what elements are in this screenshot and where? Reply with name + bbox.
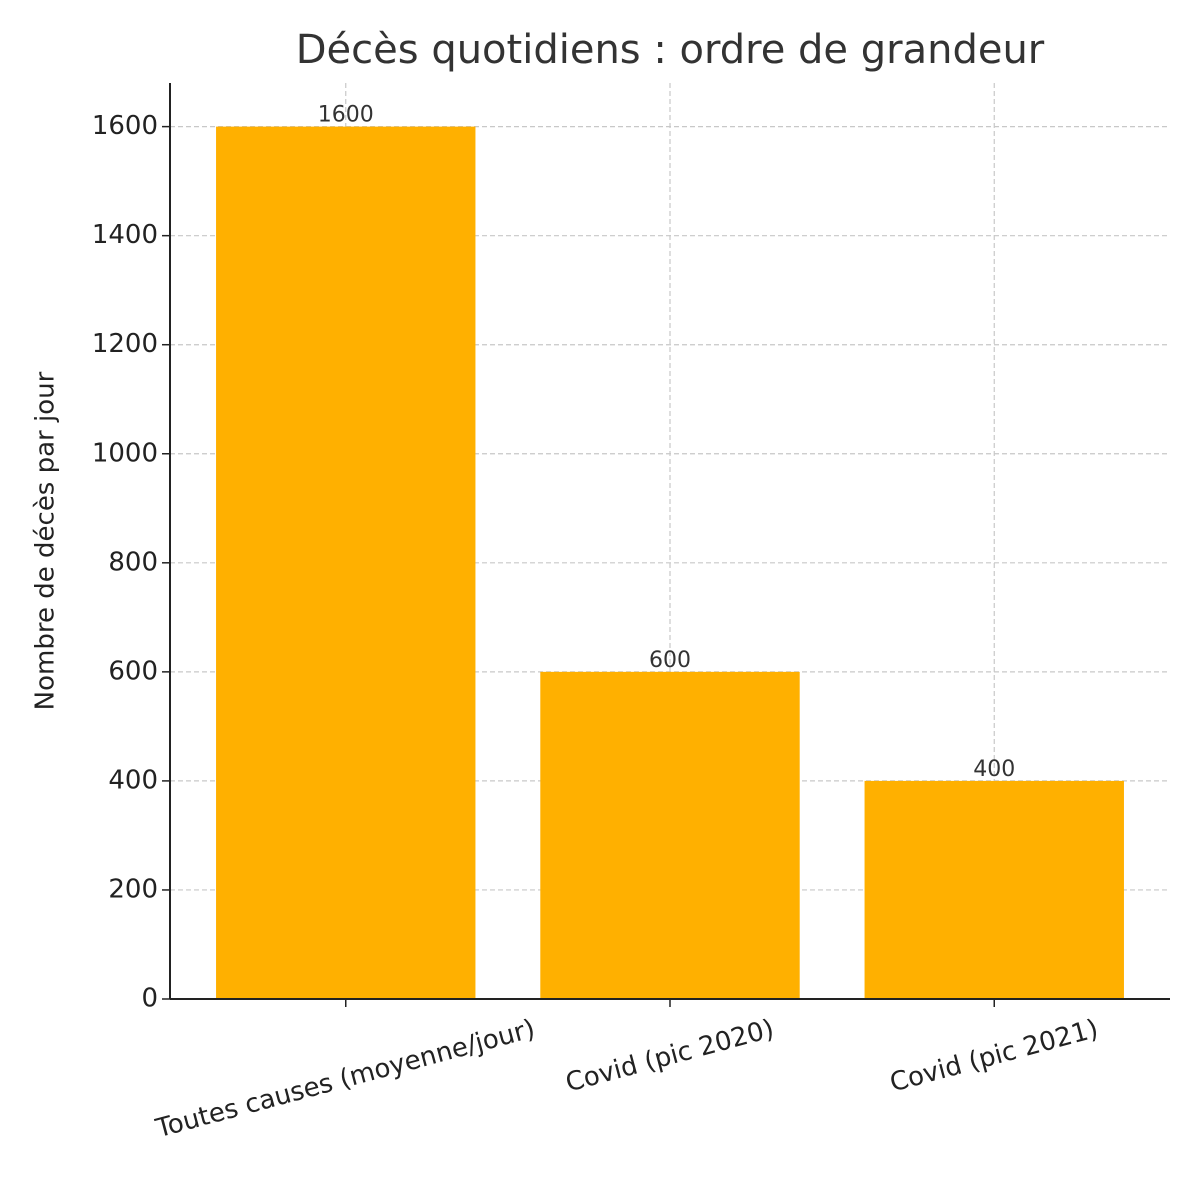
- y-tick-label: 1200: [92, 329, 158, 359]
- y-tick-label: 1400: [92, 220, 158, 250]
- bars: 1600 600 400: [216, 103, 1124, 1000]
- bar: [216, 126, 476, 1000]
- bar: [540, 671, 800, 999]
- value-label: 1600: [318, 103, 374, 128]
- value-label: 400: [973, 757, 1015, 782]
- y-tick-label: 0: [141, 984, 158, 1014]
- y-tick-label: 400: [108, 765, 158, 795]
- x-tick-label: Toutes causes (moyenne/jour): [152, 1014, 538, 1144]
- y-tick-label: 1600: [92, 111, 158, 141]
- x-tick-label: Covid (pic 2020): [563, 1014, 778, 1098]
- y-tick-label: 600: [108, 656, 158, 686]
- y-tick-label: 1000: [92, 438, 158, 468]
- bar: [864, 780, 1124, 999]
- value-label: 600: [649, 648, 691, 673]
- y-axis-label: Nombre de décès par jour: [31, 371, 61, 710]
- y-tick-label: 800: [108, 547, 158, 577]
- y-tick-label: 200: [108, 874, 158, 904]
- chart-title: Décès quotidiens : ordre de grandeur: [296, 27, 1045, 73]
- x-tick-label: Covid (pic 2021): [887, 1014, 1102, 1098]
